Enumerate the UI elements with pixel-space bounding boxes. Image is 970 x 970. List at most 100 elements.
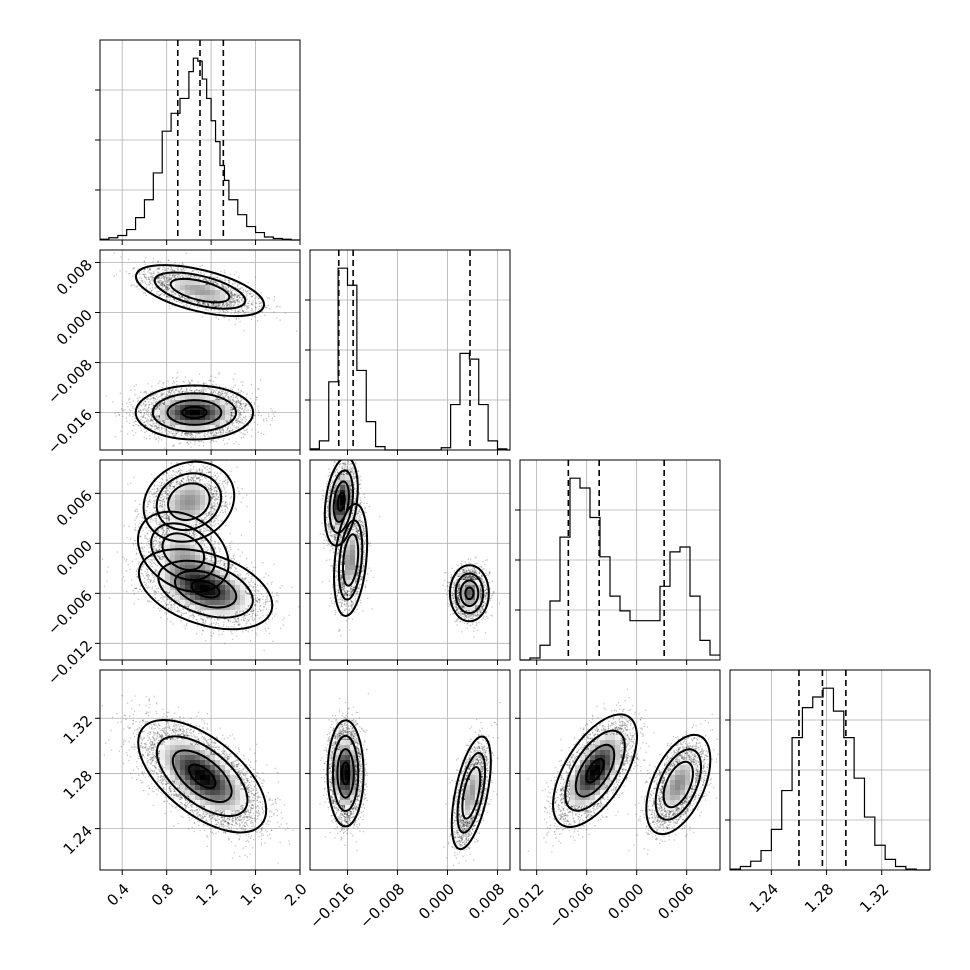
sample-point <box>167 286 169 289</box>
sample-point <box>197 302 199 305</box>
sample-point <box>201 302 204 304</box>
sample-point <box>177 269 179 271</box>
sample-point <box>167 295 169 298</box>
sample-point <box>150 282 152 285</box>
sample-point <box>173 275 176 277</box>
sample-point <box>225 392 228 395</box>
sample-point <box>177 273 179 276</box>
sample-point <box>152 280 155 282</box>
sample-point <box>230 297 232 300</box>
sample-point <box>179 442 182 444</box>
sample-point <box>206 302 208 305</box>
sample-point <box>162 280 164 283</box>
sample-point <box>137 400 139 403</box>
sample-point <box>205 283 207 286</box>
sample-point <box>138 271 141 274</box>
sample-point <box>162 277 165 280</box>
sample-point <box>159 279 162 282</box>
sample-point <box>248 293 251 295</box>
sample-point <box>242 416 245 419</box>
sample-point <box>186 275 188 277</box>
hist-frame <box>99 39 301 241</box>
sample-point <box>161 280 164 283</box>
sample-point <box>145 286 148 288</box>
sample-point <box>160 284 162 287</box>
sample-point <box>196 306 199 309</box>
sample-point <box>149 267 151 270</box>
sample-point <box>215 303 217 306</box>
sample-point <box>213 309 216 311</box>
sample-point <box>163 283 165 286</box>
sample-point <box>166 286 168 288</box>
sample-point <box>151 286 154 288</box>
sample-point <box>284 312 287 314</box>
sample-point <box>242 310 245 313</box>
sample-point <box>176 276 179 278</box>
sample-point <box>196 269 198 272</box>
sample-point <box>187 443 190 445</box>
sample-point <box>230 296 233 299</box>
sample-point <box>150 278 153 281</box>
sample-point <box>220 283 223 286</box>
sample-point <box>154 398 157 400</box>
sample-point <box>230 288 232 290</box>
sample-point <box>250 383 253 386</box>
sample-point <box>253 403 256 406</box>
sample-point <box>248 405 250 407</box>
sample-point <box>273 415 276 418</box>
sample-point <box>273 311 275 313</box>
sample-point <box>236 300 239 302</box>
sample-point <box>152 278 154 280</box>
sample-point <box>221 303 224 306</box>
sample-point <box>233 300 236 303</box>
sample-point <box>227 279 230 282</box>
sample-point <box>156 398 158 401</box>
sample-point <box>190 271 193 273</box>
sample-point <box>207 309 210 312</box>
sample-point <box>214 281 217 284</box>
sample-point <box>178 294 181 297</box>
sample-point <box>168 273 171 276</box>
sample-point <box>152 271 155 273</box>
sample-point <box>129 415 131 417</box>
sample-point <box>145 276 147 279</box>
sample-point <box>134 389 136 391</box>
sample-point <box>233 425 235 427</box>
sample-point <box>193 300 196 302</box>
sample-point <box>178 295 181 297</box>
sample-point <box>183 432 186 435</box>
sample-point <box>233 303 235 306</box>
sample-point <box>161 277 163 279</box>
sample-point <box>132 406 134 408</box>
sample-point <box>157 276 160 279</box>
sample-point <box>204 278 206 280</box>
sample-point <box>167 268 170 270</box>
sample-point <box>225 286 227 289</box>
sample-point <box>166 274 168 276</box>
sample-point <box>257 298 260 300</box>
sample-point <box>218 312 220 314</box>
sample-point <box>163 278 166 280</box>
sample-point <box>166 298 168 301</box>
sample-point <box>231 304 233 306</box>
sample-point <box>189 442 192 444</box>
sample-point <box>222 285 224 287</box>
sample-point <box>230 291 232 293</box>
sample-point <box>212 439 214 441</box>
sample-point <box>224 279 226 281</box>
sample-point <box>173 275 176 278</box>
sample-point <box>226 303 228 305</box>
sample-point <box>150 273 152 275</box>
sample-point <box>156 277 159 279</box>
sample-point <box>221 433 223 436</box>
sample-point <box>172 274 175 276</box>
sample-point <box>234 301 236 303</box>
sample-point <box>230 300 233 303</box>
sample-point <box>236 299 239 302</box>
sample-point <box>164 275 167 277</box>
sample-point <box>217 303 220 305</box>
sample-point <box>245 407 247 409</box>
sample-point <box>227 290 230 293</box>
sample-point <box>250 295 253 298</box>
sample-point <box>168 284 170 287</box>
